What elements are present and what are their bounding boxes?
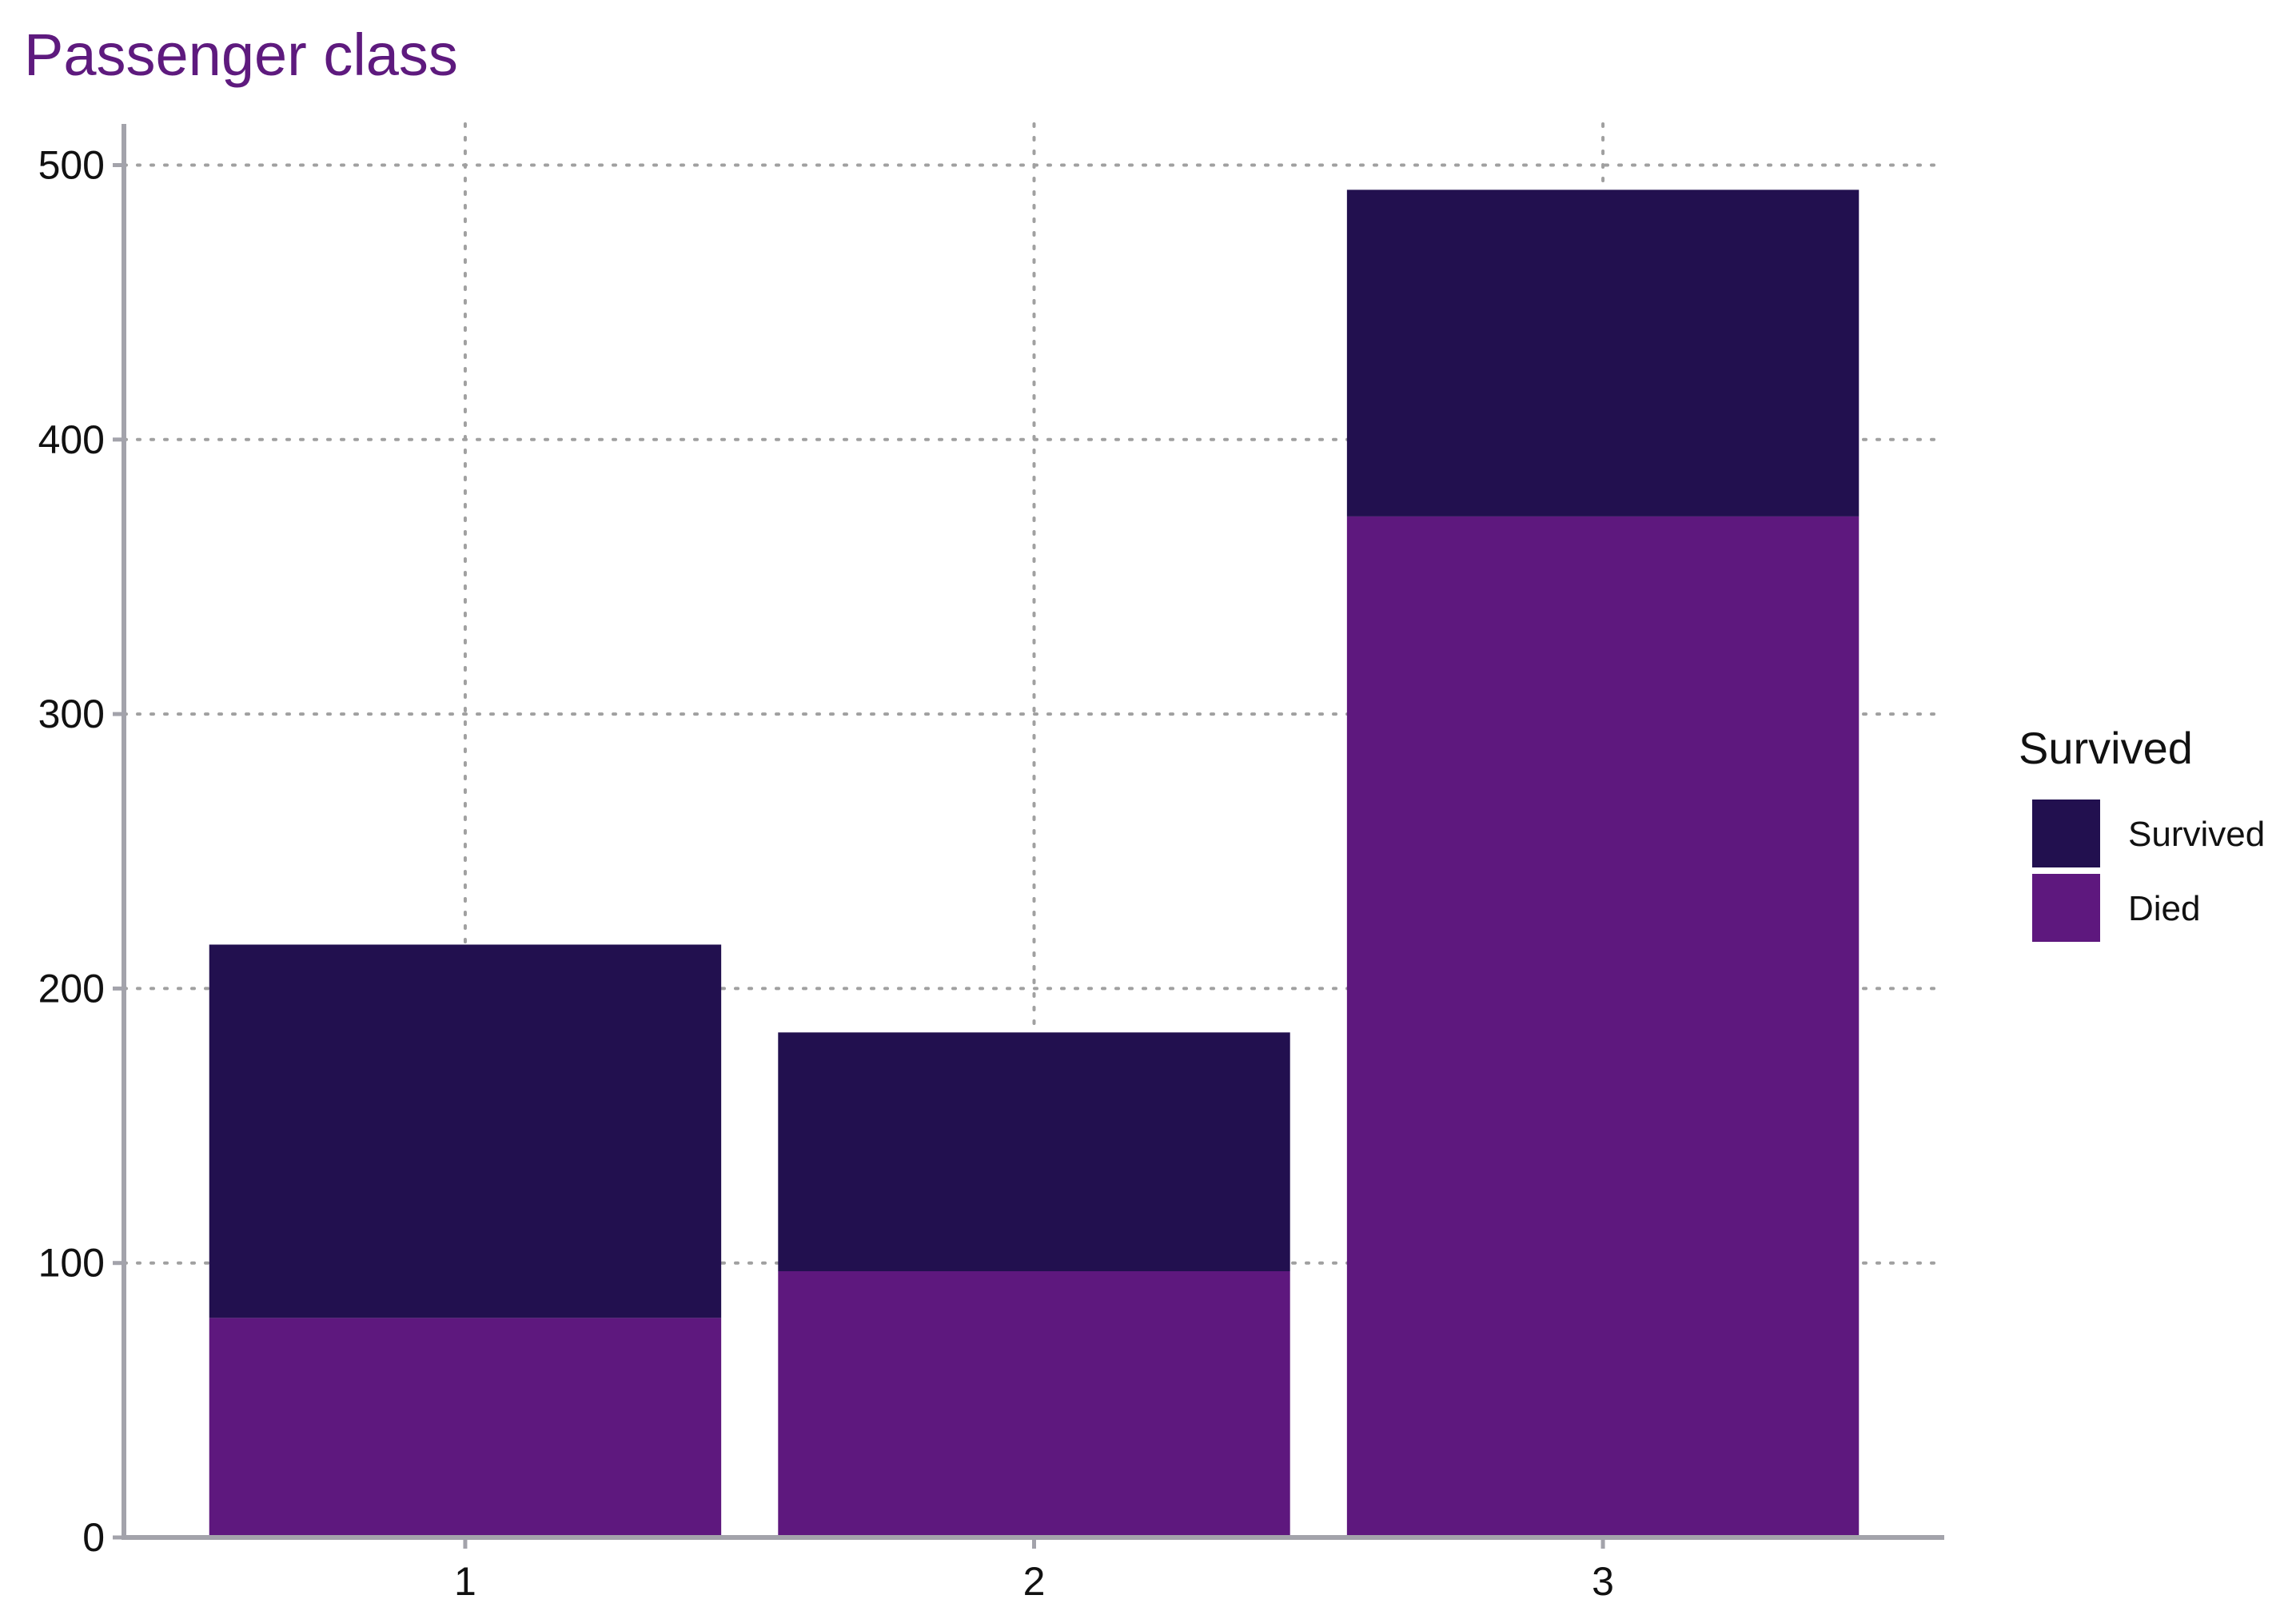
legend-title: Survived <box>2019 723 2193 773</box>
bars-layer <box>209 189 1860 1537</box>
ticks-layer: 0 100 200 300 400 500 1 2 3 <box>38 142 1614 1604</box>
y-tick-label-200: 200 <box>38 966 105 1011</box>
x-tick-label-1: 1 <box>454 1559 476 1604</box>
y-tick-label-500: 500 <box>38 142 105 187</box>
y-tick-label-400: 400 <box>38 417 105 462</box>
bar-3-survived <box>1346 189 1860 516</box>
y-tick-label-300: 300 <box>38 692 105 736</box>
bar-2-died <box>778 1270 1290 1537</box>
legend-label-survived: Survived <box>2128 815 2265 854</box>
chart-title: Passenger class <box>24 22 458 88</box>
y-tick-label-0: 0 <box>82 1515 105 1560</box>
legend-swatch-survived <box>2032 800 2100 867</box>
bar-1-survived <box>209 944 722 1318</box>
bar-3-died <box>1346 516 1860 1537</box>
x-tick-label-3: 3 <box>1592 1559 1614 1604</box>
legend: Survived Survived Died <box>2019 723 2265 942</box>
bar-1-died <box>209 1318 722 1537</box>
bar-2-survived <box>778 1032 1290 1271</box>
legend-swatch-died <box>2032 874 2100 942</box>
x-tick-label-2: 2 <box>1023 1559 1046 1604</box>
y-tick-label-100: 100 <box>38 1241 105 1286</box>
legend-label-died: Died <box>2128 889 2201 928</box>
